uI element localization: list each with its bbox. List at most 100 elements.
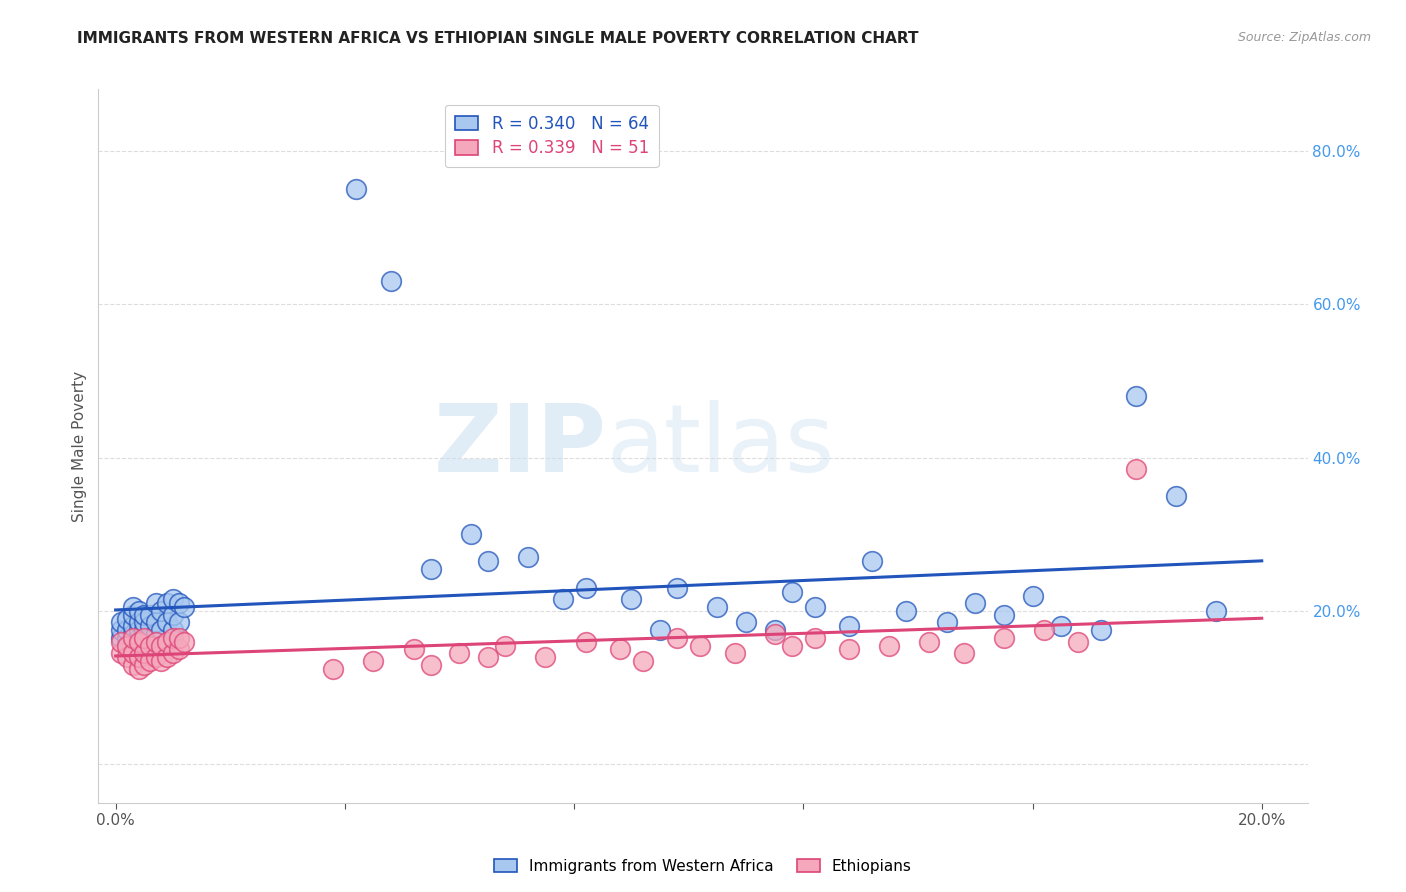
Point	[477, 554, 499, 568]
Point	[952, 646, 974, 660]
Point	[128, 604, 150, 618]
Point	[134, 657, 156, 672]
Point	[162, 623, 184, 637]
Point	[1033, 623, 1056, 637]
Point	[780, 584, 803, 599]
Point	[860, 554, 883, 568]
Point	[763, 627, 786, 641]
Point	[139, 619, 162, 633]
Point	[494, 639, 516, 653]
Text: atlas: atlas	[606, 400, 835, 492]
Point	[115, 650, 138, 665]
Point	[689, 639, 711, 653]
Point	[162, 607, 184, 622]
Point	[363, 654, 385, 668]
Y-axis label: Single Male Poverty: Single Male Poverty	[72, 370, 87, 522]
Point	[115, 631, 138, 645]
Point	[449, 646, 471, 660]
Point	[419, 562, 441, 576]
Point	[139, 654, 162, 668]
Point	[162, 592, 184, 607]
Point	[134, 631, 156, 645]
Point	[134, 607, 156, 622]
Text: ZIP: ZIP	[433, 400, 606, 492]
Point	[145, 634, 167, 648]
Point	[167, 615, 190, 630]
Point	[666, 631, 689, 645]
Point	[139, 631, 162, 645]
Point	[167, 642, 190, 657]
Point	[1125, 389, 1147, 403]
Point	[380, 274, 402, 288]
Point	[574, 634, 596, 648]
Point	[162, 646, 184, 660]
Point	[150, 623, 173, 637]
Point	[128, 623, 150, 637]
Point	[402, 642, 425, 657]
Point	[110, 615, 132, 630]
Point	[723, 646, 745, 660]
Point	[803, 631, 825, 645]
Point	[128, 661, 150, 675]
Point	[134, 634, 156, 648]
Point	[128, 631, 150, 645]
Point	[1125, 462, 1147, 476]
Point	[517, 550, 540, 565]
Point	[150, 654, 173, 668]
Legend: Immigrants from Western Africa, Ethiopians: Immigrants from Western Africa, Ethiopia…	[488, 853, 918, 880]
Point	[935, 615, 957, 630]
Point	[167, 596, 190, 610]
Point	[110, 634, 132, 648]
Point	[139, 607, 162, 622]
Point	[1164, 489, 1187, 503]
Point	[993, 607, 1015, 622]
Point	[706, 600, 728, 615]
Point	[918, 634, 941, 648]
Point	[134, 615, 156, 630]
Point	[134, 646, 156, 660]
Point	[1067, 634, 1090, 648]
Point	[110, 646, 132, 660]
Point	[128, 634, 150, 648]
Point	[121, 646, 143, 660]
Point	[128, 615, 150, 630]
Point	[735, 615, 758, 630]
Point	[666, 581, 689, 595]
Point	[128, 650, 150, 665]
Point	[1021, 589, 1043, 603]
Point	[156, 596, 179, 610]
Point	[838, 619, 860, 633]
Legend: R = 0.340   N = 64, R = 0.339   N = 51: R = 0.340 N = 64, R = 0.339 N = 51	[444, 104, 659, 168]
Text: Source: ZipAtlas.com: Source: ZipAtlas.com	[1237, 31, 1371, 45]
Point	[620, 592, 643, 607]
Point	[803, 600, 825, 615]
Point	[1205, 604, 1227, 618]
Point	[115, 612, 138, 626]
Point	[993, 631, 1015, 645]
Point	[574, 581, 596, 595]
Point	[167, 631, 190, 645]
Text: IMMIGRANTS FROM WESTERN AFRICA VS ETHIOPIAN SINGLE MALE POVERTY CORRELATION CHAR: IMMIGRANTS FROM WESTERN AFRICA VS ETHIOP…	[77, 31, 920, 46]
Point	[121, 619, 143, 633]
Point	[534, 650, 557, 665]
Point	[965, 596, 987, 610]
Point	[896, 604, 918, 618]
Point	[1050, 619, 1073, 633]
Point	[877, 639, 900, 653]
Point	[121, 627, 143, 641]
Point	[121, 634, 143, 648]
Point	[838, 642, 860, 657]
Point	[110, 631, 132, 645]
Point	[115, 623, 138, 637]
Point	[156, 634, 179, 648]
Point	[763, 623, 786, 637]
Point	[115, 639, 138, 653]
Point	[134, 623, 156, 637]
Point	[631, 654, 654, 668]
Point	[121, 631, 143, 645]
Point	[173, 634, 195, 648]
Point	[551, 592, 574, 607]
Point	[110, 623, 132, 637]
Point	[780, 639, 803, 653]
Point	[145, 615, 167, 630]
